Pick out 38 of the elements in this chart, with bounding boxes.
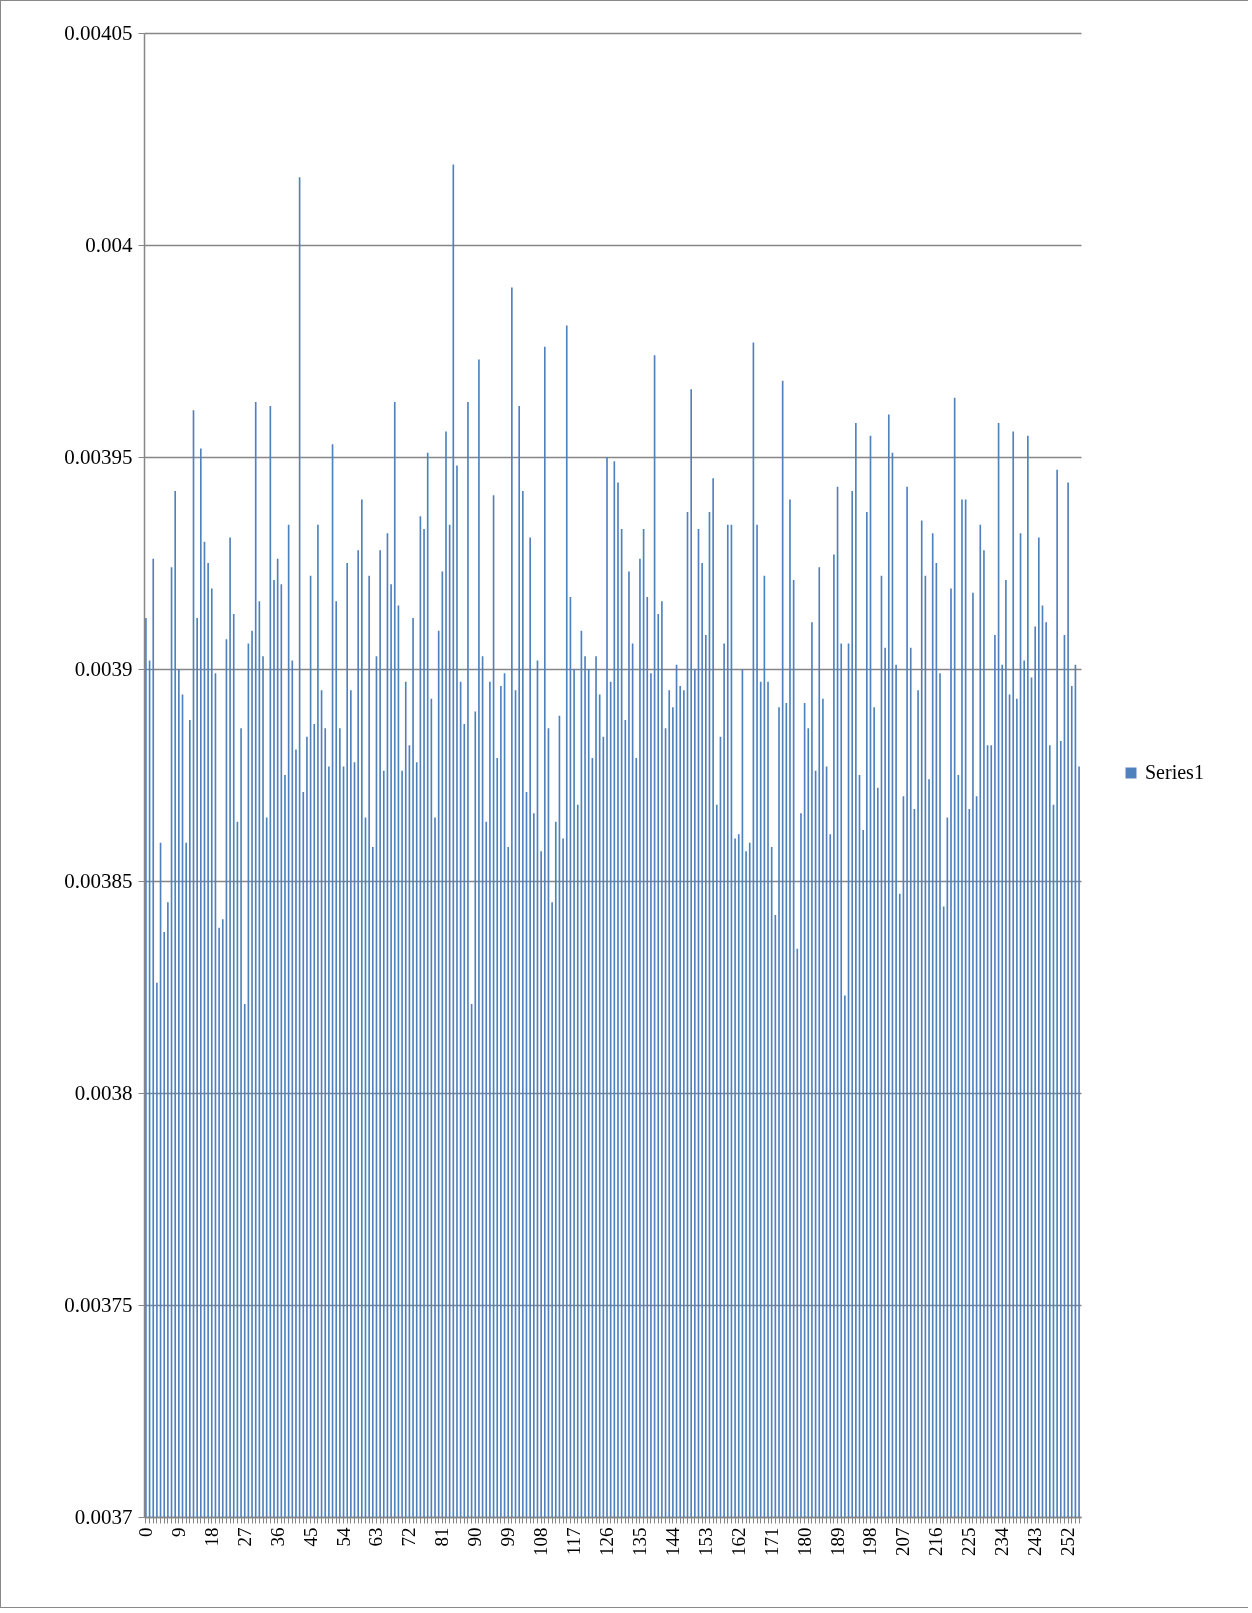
legend-label: Series1	[1145, 761, 1204, 783]
x-tick-label: 144	[661, 1527, 683, 1556]
x-tick-label: 63	[365, 1527, 387, 1547]
y-tick-label: 0.0039	[74, 656, 133, 681]
x-tick-label: 18	[200, 1527, 222, 1547]
x-tick-label: 207	[892, 1527, 914, 1556]
x-tick-label: 216	[925, 1527, 947, 1556]
x-tick-label: 72	[398, 1527, 420, 1547]
x-tick-label: 198	[859, 1527, 881, 1556]
x-tick-label: 108	[530, 1527, 552, 1556]
x-tick-label: 162	[727, 1527, 749, 1556]
y-tick-label: 0.0038	[74, 1080, 133, 1105]
x-tick-label: 27	[233, 1527, 255, 1547]
x-tick-label: 234	[991, 1527, 1013, 1556]
x-tick-label: 252	[1057, 1527, 1079, 1556]
x-tick-label: 36	[266, 1527, 288, 1547]
y-tick-label: 0.00375	[64, 1292, 133, 1317]
x-tick-label: 99	[497, 1527, 519, 1547]
x-tick-label: 153	[694, 1527, 716, 1556]
x-tick-label: 243	[1024, 1527, 1046, 1556]
x-tick-label: 45	[299, 1527, 321, 1547]
x-tick-label: 9	[167, 1527, 189, 1537]
y-tick-label: 0.004	[85, 232, 133, 257]
x-tick-label: 189	[826, 1527, 848, 1556]
y-tick-label: 0.00385	[64, 868, 133, 893]
y-tick-label: 0.00395	[64, 444, 133, 469]
x-tick-label: 126	[596, 1527, 618, 1556]
x-tick-label: 81	[431, 1527, 453, 1547]
x-tick-label: 171	[760, 1527, 782, 1556]
x-tick-label: 135	[628, 1527, 650, 1556]
x-tick-label: 180	[793, 1527, 815, 1556]
x-tick-label: 54	[332, 1527, 354, 1547]
x-tick-label: 225	[958, 1527, 980, 1556]
y-tick-label: 0.00405	[64, 20, 133, 45]
x-tick-label: 90	[464, 1527, 486, 1547]
x-tick-label: 117	[563, 1527, 585, 1556]
x-tick-label: 0	[134, 1527, 156, 1537]
y-tick-label: 0.0037	[74, 1504, 133, 1529]
